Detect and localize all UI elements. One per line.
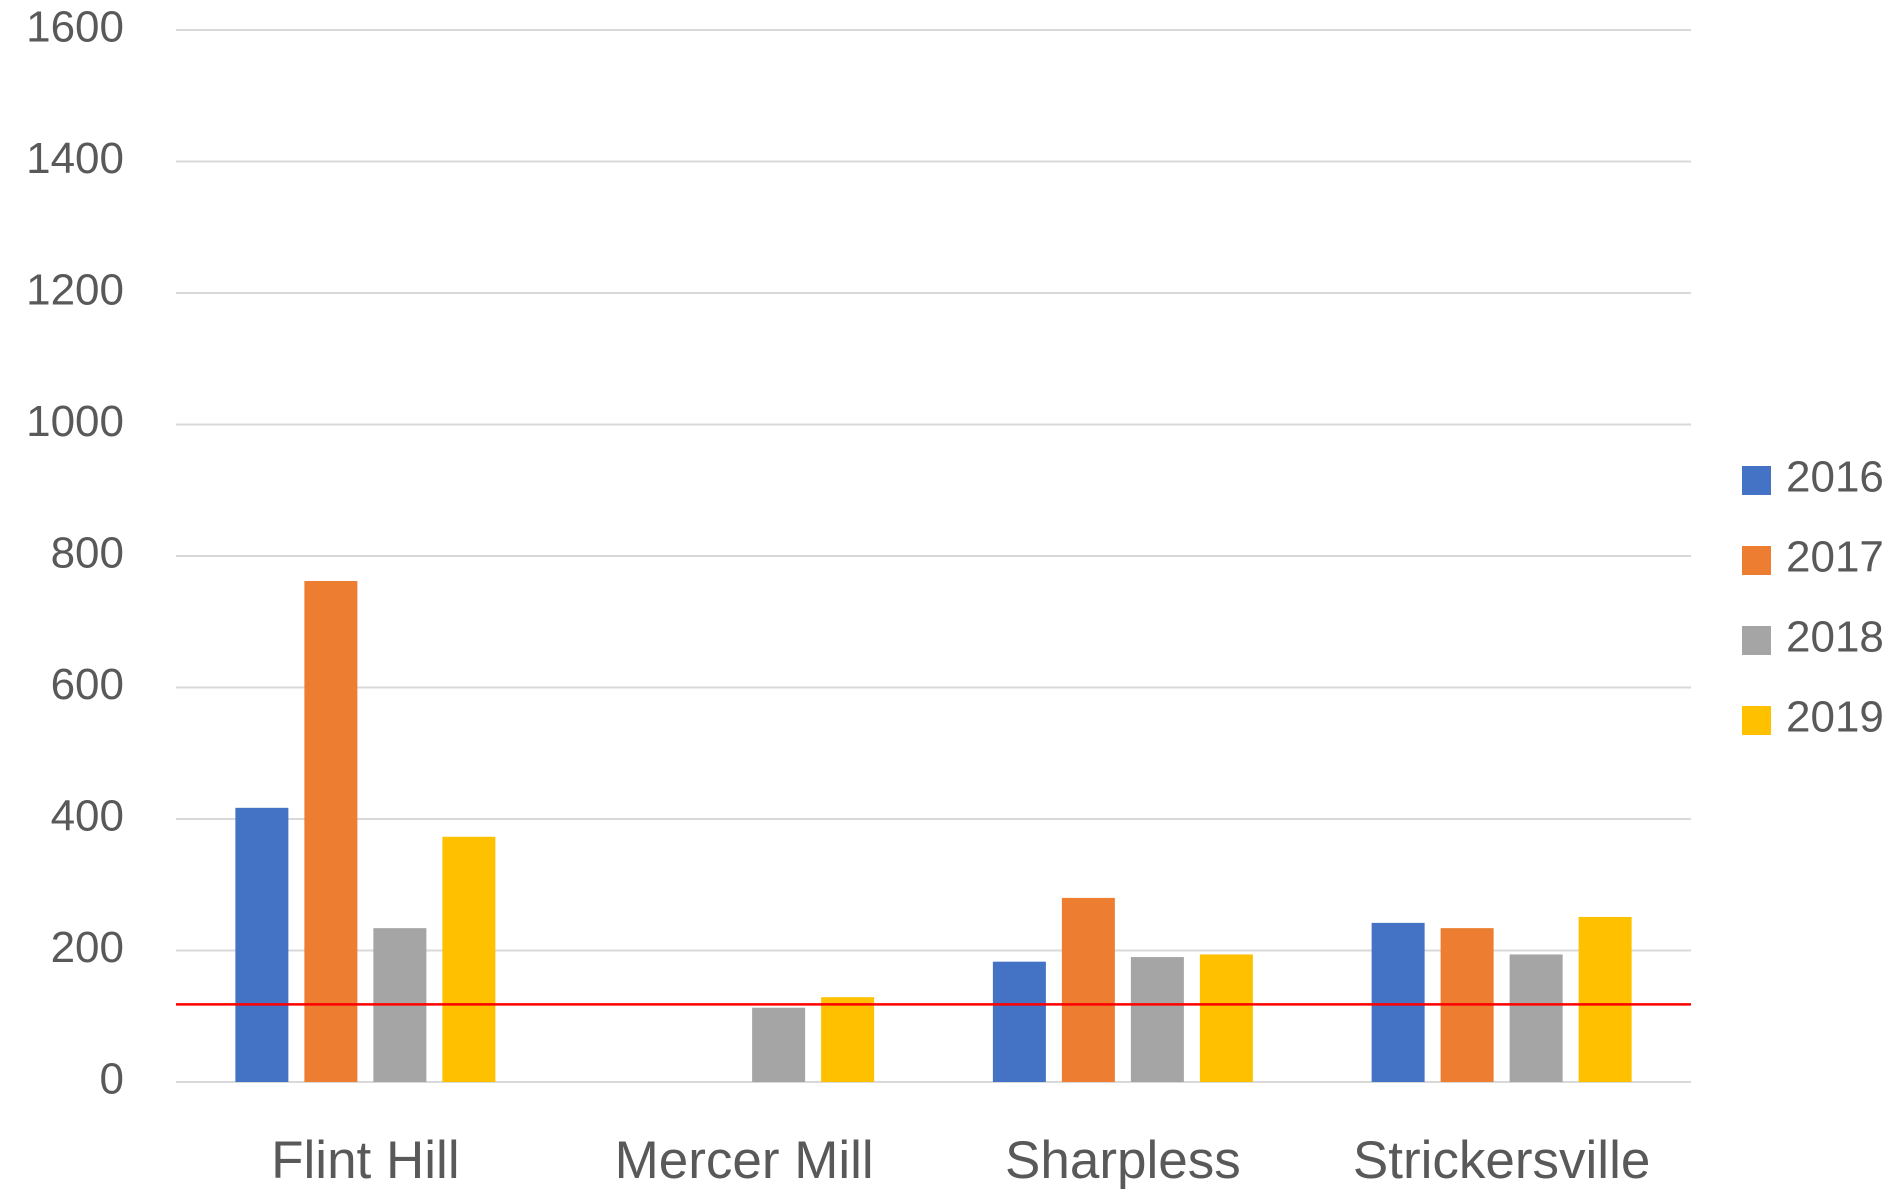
y-tick-label: 1200 xyxy=(26,266,124,315)
y-tick-label: 800 xyxy=(51,529,124,578)
y-tick-label: 1400 xyxy=(26,134,124,183)
x-tick-label: Flint Hill xyxy=(271,1131,459,1190)
bar xyxy=(1061,897,1115,1082)
y-tick-label: 200 xyxy=(51,923,124,972)
y-tick-label: 0 xyxy=(100,1055,124,1104)
legend-label: 2018 xyxy=(1786,613,1884,662)
x-tick-label: Sharpless xyxy=(1005,1131,1241,1190)
bar xyxy=(1509,954,1563,1082)
legend-swatch xyxy=(1742,546,1771,575)
y-tick-label: 1000 xyxy=(26,397,124,446)
bar xyxy=(1199,954,1253,1082)
x-tick-label: Mercer Mill xyxy=(615,1131,874,1190)
legend-swatch xyxy=(1742,626,1771,655)
bar xyxy=(1130,957,1184,1082)
legend-label: 2017 xyxy=(1786,533,1884,582)
legend-swatch xyxy=(1742,706,1771,735)
bar xyxy=(304,580,358,1082)
bar xyxy=(1371,922,1425,1082)
bar xyxy=(1578,916,1632,1082)
x-tick-label: Strickersville xyxy=(1353,1131,1650,1190)
legend-label: 2019 xyxy=(1786,693,1884,742)
bar xyxy=(992,961,1046,1082)
y-tick-label: 600 xyxy=(51,660,124,709)
y-tick-label: 1600 xyxy=(26,3,124,52)
legend-label: 2016 xyxy=(1786,453,1884,502)
bar xyxy=(442,836,496,1082)
bar xyxy=(752,1007,806,1082)
legend-swatch xyxy=(1742,466,1771,495)
y-tick-label: 400 xyxy=(51,792,124,841)
bar xyxy=(821,997,875,1082)
bar xyxy=(235,807,289,1082)
